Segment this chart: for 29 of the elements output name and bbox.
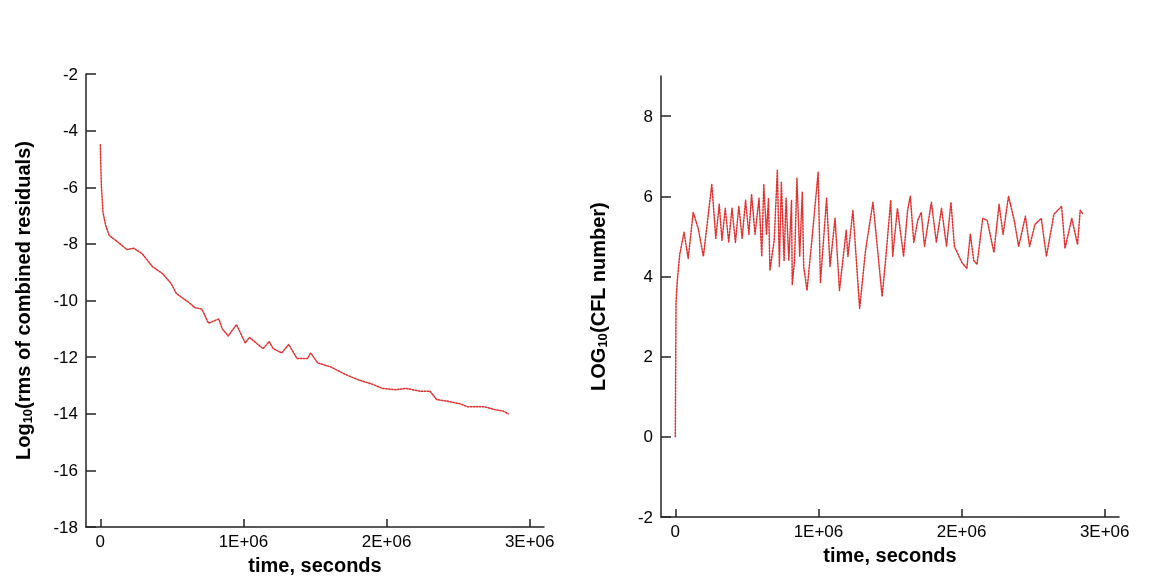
- y-tick-label: -12: [53, 347, 78, 367]
- y-tick-label: 0: [643, 427, 653, 447]
- x-tick-label: 3E+06: [1079, 522, 1130, 541]
- x-tick-label: 2E+06: [361, 532, 412, 552]
- x-tick-label: 3E+06: [504, 532, 555, 552]
- y-tick-label: -10: [53, 291, 78, 311]
- x-tick-label: 1E+06: [793, 522, 844, 541]
- y-tick-label: -8: [62, 234, 78, 254]
- y-tick-label: 8: [643, 106, 653, 126]
- y-axis-title: Log10(rms of combined residuals): [11, 141, 35, 461]
- y-tick-label: -16: [53, 460, 78, 480]
- x-tick-label: 2E+06: [936, 522, 987, 541]
- y-tick-label: -18: [53, 517, 78, 537]
- y-axis-title: LOG10(CFL number): [586, 202, 610, 391]
- x-tick-label: 1E+06: [218, 532, 269, 552]
- line-series: [99, 144, 509, 415]
- y-tick-label: 2: [643, 347, 653, 367]
- x-axis-title: time, seconds: [248, 554, 382, 576]
- y-tick-label: 4: [643, 266, 653, 286]
- line-series: [674, 169, 1084, 438]
- y-tick-label: -6: [62, 177, 78, 197]
- x-tick-label: 0: [670, 522, 681, 541]
- x-tick-label: 0: [95, 532, 106, 552]
- y-tick-label: 6: [643, 186, 653, 206]
- x-axis-title: time, seconds: [823, 543, 957, 566]
- y-tick-label: -4: [62, 121, 78, 141]
- y-tick-label: -2: [62, 64, 78, 84]
- y-tick-label: -14: [53, 404, 78, 424]
- y-tick-label: -2: [637, 507, 653, 527]
